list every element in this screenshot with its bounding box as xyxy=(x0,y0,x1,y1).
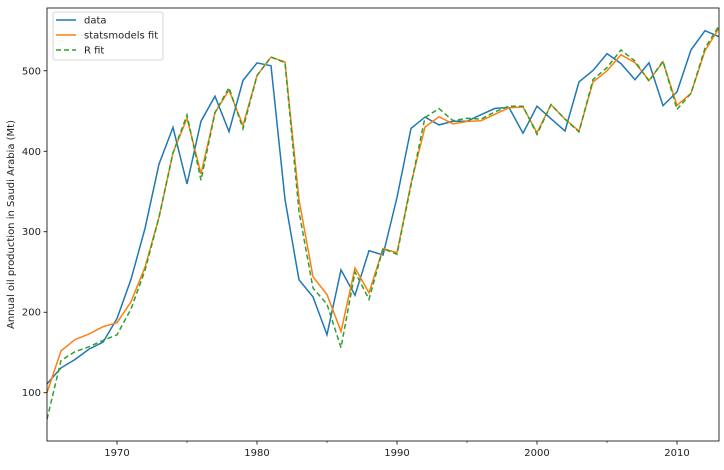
y-axis-label: Annual oil production in Saudi Arabia (M… xyxy=(6,120,17,329)
x-tick-label: 1970 xyxy=(104,448,129,459)
x-tick-label: 1990 xyxy=(384,448,409,459)
series-line-statsmodels-fit xyxy=(47,27,719,393)
x-tick-label: 2000 xyxy=(524,448,549,459)
x-tick-label: 1980 xyxy=(244,448,269,459)
series-line-r-fit xyxy=(47,25,719,420)
legend-label: R fit xyxy=(84,46,104,57)
plot-frame xyxy=(46,7,720,442)
legend-box xyxy=(52,11,164,61)
legend: data statsmodels fit R fit xyxy=(52,11,164,61)
series-line-data xyxy=(47,29,719,385)
y-tick-label: 400 xyxy=(22,147,41,158)
legend-label: statsmodels fit xyxy=(84,31,158,42)
y-tick-label: 300 xyxy=(22,227,41,238)
y-tick-label: 100 xyxy=(22,388,41,399)
y-tick-label: 500 xyxy=(22,66,41,77)
x-tick-label: 2010 xyxy=(664,448,689,459)
y-tick-label: 200 xyxy=(22,308,41,319)
x-axis: 1970 1980 1990 2000 2010 xyxy=(104,441,690,459)
series-layer xyxy=(47,25,719,420)
y-axis: 100 200 300 400 500 xyxy=(22,66,47,399)
legend-label: data xyxy=(84,16,107,27)
